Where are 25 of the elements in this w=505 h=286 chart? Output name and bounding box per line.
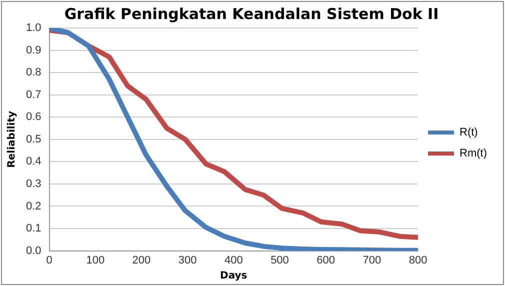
chart-title: Grafik Peningkatan Keandalan Sistem Dok II: [64, 4, 439, 23]
x-tick-label: 700: [362, 254, 382, 266]
y-tick-label: 0.2: [26, 200, 42, 212]
x-tick-label: 800: [408, 254, 428, 266]
x-tick-label: 100: [86, 254, 105, 266]
y-tick-label: 0.0: [26, 244, 42, 257]
legend-label: R(t): [460, 126, 478, 139]
y-tick-label: 0.8: [26, 66, 42, 79]
y-tick-label: 0.9: [26, 44, 42, 56]
y-tick-label: 1.0: [26, 22, 42, 34]
x-tick-label: 500: [270, 254, 289, 266]
legend-label: Rm(t): [460, 148, 488, 160]
x-tick-label: 300: [178, 254, 197, 266]
x-tick-label: 600: [316, 254, 336, 266]
y-tick-label: 0.5: [26, 133, 42, 146]
y-tick-label: 0.6: [26, 111, 42, 124]
x-tick-label: 0: [46, 254, 52, 266]
y-tick-label: 0.1: [26, 222, 42, 235]
x-axis-title: Days: [220, 270, 248, 282]
y-axis-title: Reliability: [6, 110, 18, 168]
x-tick-label: 400: [224, 254, 243, 266]
x-tick-label: 200: [132, 254, 151, 266]
y-tick-label: 0.7: [26, 88, 42, 101]
y-tick-label: 0.3: [26, 178, 42, 190]
y-tick-label: 0.4: [26, 156, 42, 168]
